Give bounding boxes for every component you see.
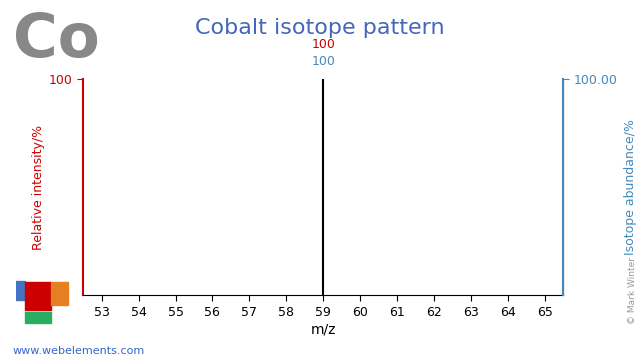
- Text: © Mark Winter: © Mark Winter: [628, 257, 637, 324]
- X-axis label: m/z: m/z: [310, 323, 336, 337]
- Text: Co: Co: [13, 11, 100, 70]
- Bar: [51, 282, 68, 305]
- Bar: [16, 281, 25, 300]
- Bar: [25, 312, 51, 323]
- Y-axis label: Relative intensity/%: Relative intensity/%: [32, 125, 45, 250]
- Text: 100: 100: [311, 55, 335, 68]
- Bar: [25, 282, 51, 310]
- Text: 100: 100: [311, 38, 335, 51]
- Text: www.webelements.com: www.webelements.com: [13, 346, 145, 356]
- Y-axis label: Isotope abundance/%: Isotope abundance/%: [625, 119, 637, 255]
- Text: Cobalt isotope pattern: Cobalt isotope pattern: [195, 18, 445, 38]
